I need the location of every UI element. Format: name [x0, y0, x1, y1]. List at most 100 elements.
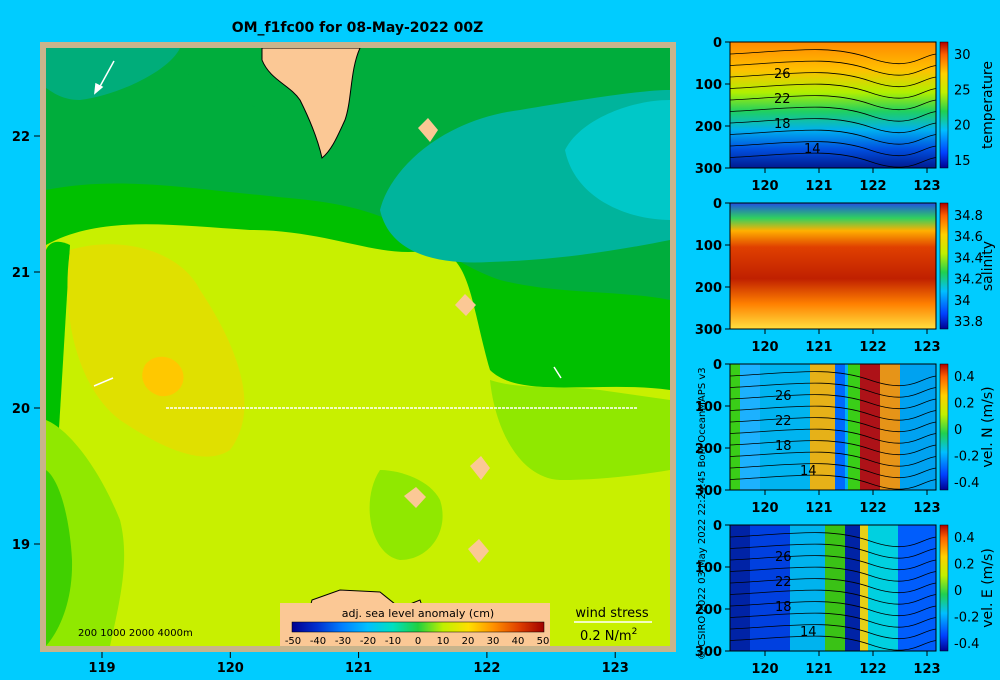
colorbar-tick: 0: [954, 584, 962, 599]
section-label: vel. N (m/s): [980, 386, 996, 467]
section-y-tick: 200: [695, 120, 722, 135]
section-y-tick: 100: [695, 78, 722, 93]
section-y-tick: 0: [713, 519, 722, 534]
section-label: temperature: [980, 61, 996, 149]
section-colorbar: [939, 202, 949, 330]
section-x-tick: 122: [859, 501, 886, 516]
contour-label: 26: [775, 550, 792, 565]
section-colorbar: [939, 363, 949, 491]
colorbar-tick: 20: [462, 636, 475, 647]
section-x-tick: 120: [751, 662, 778, 677]
section-x-tick: 122: [859, 340, 886, 355]
colorbar-tick: 40: [512, 636, 525, 647]
wind-vectors: [93, 60, 562, 387]
contour-label: 22: [775, 414, 792, 429]
map-x-axis: 119 120 121 122 123: [88, 652, 629, 676]
sea-level-field: [46, 48, 670, 646]
section-frame: [729, 524, 937, 652]
section-label: salinity: [980, 241, 996, 291]
colorbar-label: adj. sea level anomaly (cm): [342, 607, 494, 620]
contour-label: 26: [774, 67, 791, 82]
section-y-tick: 300: [695, 162, 722, 177]
map-panel: 119 120 121 122 123 22 21 20 19 200 1000 2000 4…: [12, 42, 676, 676]
colorbar-tick: -0.4: [954, 476, 979, 491]
section-x-tick: 122: [859, 179, 886, 194]
colorbar-tick: 34: [954, 294, 971, 309]
section-x-tick: 123: [913, 340, 940, 355]
colorbar-tick: -0.2: [954, 450, 979, 465]
section-field: [730, 42, 936, 168]
colorbar-tick: 0.4: [954, 531, 975, 546]
colorbar-tick: 15: [954, 154, 971, 169]
map-title: OM_f1fc00 for 08-May-2022 00Z: [231, 20, 484, 36]
map-x-tick: 120: [217, 661, 244, 676]
section-x-tick: 123: [913, 662, 940, 677]
map-x-tick: 122: [473, 661, 500, 676]
section-vel_e: 26 22 18 14 0 100 200 300 120 121 122 123 0.4 0.2 0 -0.…: [695, 519, 996, 677]
section-x-tick: 121: [805, 340, 832, 355]
colorbar-tick: 50: [537, 636, 550, 647]
land-islet: [470, 456, 490, 480]
section-x-tick: 121: [805, 662, 832, 677]
colorbar-tick: 25: [954, 83, 971, 98]
section-y-tick: 300: [695, 484, 722, 499]
contour-label: 14: [800, 464, 817, 479]
map-x-tick: 119: [88, 661, 115, 676]
section-x-tick: 120: [751, 179, 778, 194]
section-field: [730, 203, 936, 329]
section-y-tick: 200: [695, 442, 722, 457]
section-vel_n: 26 22 18 14 0 100 200 300 120 121 122 123 0.4 0.2 0 -0.…: [695, 358, 996, 516]
sea-level-colorbar: adj. sea level anomaly (cm) -50 -40 -30 -20…: [280, 603, 550, 647]
map-y-tick: 22: [12, 130, 30, 145]
section-y-tick: 200: [695, 281, 722, 296]
section-salinity: 0 100 200 300 120 121 122 123 34.8 34.6 34.4 34.2 34…: [695, 197, 996, 355]
section-panels: 26 22 18 14 0 100 200 300 120 121 122 123 30 25 20 15 te…: [695, 36, 996, 677]
colorbar-tick: 34.8: [954, 209, 983, 224]
wind-stress-label: wind stress: [575, 606, 649, 621]
section-y-tick: 300: [695, 323, 722, 338]
colorbar-tick: -20: [360, 636, 376, 647]
land-taiwan: [261, 48, 361, 159]
section-x-tick: 120: [751, 501, 778, 516]
colorbar-tick: -50: [285, 636, 301, 647]
colorbar-tick: 10: [437, 636, 450, 647]
map-y-tick: 20: [12, 402, 30, 417]
section-label: vel. E (m/s): [980, 548, 996, 628]
colorbar-gradient: [291, 621, 545, 633]
section-y-tick: 0: [713, 358, 722, 373]
map-x-tick: 121: [345, 661, 372, 676]
contour-label: 18: [775, 600, 792, 615]
colorbar-tick: 20: [954, 119, 971, 134]
colorbar-tick: 33.8: [954, 315, 983, 330]
section-y-tick: 0: [713, 197, 722, 212]
section-x-tick: 122: [859, 662, 886, 677]
section-x-tick: 120: [751, 340, 778, 355]
colorbar-tick: 30: [487, 636, 500, 647]
colorbar-tick: 0: [415, 636, 421, 647]
map-y-tick: 19: [12, 538, 30, 553]
colorbar-tick: 34.6: [954, 230, 983, 245]
section-y-tick: 100: [695, 561, 722, 576]
depth-legend: 200 1000 2000 4000m: [78, 628, 193, 639]
colorbar-tick: -40: [310, 636, 326, 647]
section-x-tick: 121: [805, 179, 832, 194]
colorbar-tick: 0.2: [954, 397, 975, 412]
map-x-tick: 123: [602, 661, 629, 676]
land-islet: [418, 118, 438, 142]
section-x-tick: 123: [913, 501, 940, 516]
land-islet: [468, 539, 489, 563]
colorbar-tick: -0.2: [954, 611, 979, 626]
section-colorbar: [939, 524, 949, 652]
contour-label: 18: [775, 439, 792, 454]
colorbar-tick: 0.4: [954, 370, 975, 385]
section-frame: [729, 41, 937, 169]
map-y-tick: 21: [12, 266, 30, 281]
colorbar-tick: 0.2: [954, 558, 975, 573]
wind-scale-label: 0.2 N/m2: [580, 627, 637, 644]
section-y-tick: 0: [713, 36, 722, 51]
map-y-axis: 22 21 20 19: [12, 130, 40, 553]
colorbar-tick: -30: [335, 636, 351, 647]
section-temperature: 26 22 18 14 0 100 200 300 120 121 122 123 30 25 20 15 te…: [695, 36, 996, 194]
section-y-tick: 300: [695, 645, 722, 660]
